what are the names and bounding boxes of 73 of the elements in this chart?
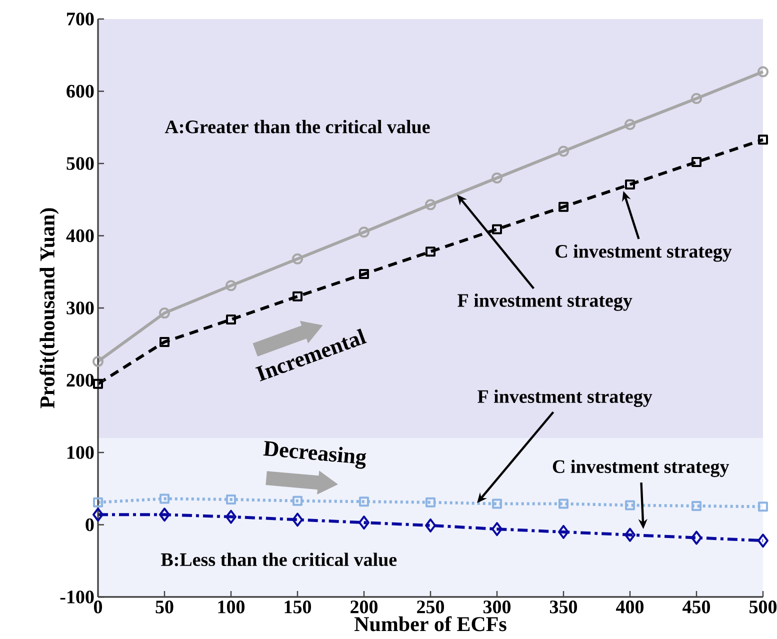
x-tick-label: 300 bbox=[483, 600, 511, 614]
y-tick-label: 600 bbox=[66, 84, 94, 98]
point bbox=[624, 179, 635, 190]
point bbox=[758, 502, 768, 512]
point bbox=[93, 378, 104, 389]
point bbox=[92, 356, 104, 367]
point bbox=[624, 528, 636, 542]
point bbox=[292, 512, 303, 527]
y-tick-label: 200 bbox=[66, 374, 94, 387]
point bbox=[359, 496, 369, 507]
y-tick-label: 100 bbox=[67, 446, 94, 459]
point bbox=[226, 280, 237, 292]
point bbox=[757, 534, 768, 548]
point bbox=[358, 516, 370, 530]
y-tick-label: 400 bbox=[66, 229, 94, 242]
point bbox=[160, 336, 170, 347]
point bbox=[226, 510, 237, 524]
annotation: F investment strategy bbox=[478, 390, 652, 407]
point bbox=[359, 269, 369, 280]
x-tick-label: 450 bbox=[682, 600, 710, 614]
x-tick-label: 350 bbox=[550, 600, 578, 614]
y-tick-label: 0 bbox=[86, 518, 94, 532]
point bbox=[159, 508, 170, 522]
point bbox=[558, 202, 568, 212]
x-tick-label: 150 bbox=[284, 600, 312, 614]
y-tick-label: 300 bbox=[66, 302, 94, 314]
point bbox=[690, 92, 702, 104]
point bbox=[292, 291, 302, 302]
x-tick-label: 500 bbox=[749, 600, 777, 614]
annotation: Decreasing bbox=[263, 441, 366, 469]
point bbox=[425, 497, 436, 508]
point bbox=[757, 66, 768, 78]
x-axis-title: Number of ECFs bbox=[354, 616, 506, 632]
point bbox=[691, 157, 702, 168]
x-tick-label: 200 bbox=[350, 600, 378, 614]
point bbox=[292, 253, 303, 264]
point bbox=[624, 500, 635, 510]
x-tick-label: 400 bbox=[616, 600, 644, 614]
annotation: A:Greater than the critical value bbox=[164, 120, 430, 134]
point bbox=[491, 172, 502, 184]
x-tick-label: 250 bbox=[417, 600, 444, 614]
x-tick-label: 50 bbox=[156, 600, 174, 614]
point bbox=[93, 497, 104, 508]
point bbox=[558, 524, 569, 539]
point bbox=[226, 314, 236, 325]
annotation: B:Less than the critical value bbox=[160, 552, 397, 566]
point bbox=[292, 496, 302, 506]
point bbox=[492, 498, 502, 509]
point bbox=[159, 308, 170, 319]
point bbox=[690, 530, 702, 545]
point bbox=[425, 246, 436, 257]
point bbox=[425, 518, 436, 532]
y-axis-title: Profit(thousand Yuan) bbox=[40, 208, 59, 408]
point bbox=[624, 118, 636, 130]
point bbox=[92, 508, 104, 522]
point bbox=[691, 500, 702, 511]
point bbox=[226, 494, 236, 504]
annotation: C investment strategy bbox=[552, 460, 730, 478]
y-tick-label: 700 bbox=[67, 12, 94, 26]
point bbox=[758, 134, 768, 145]
point bbox=[558, 498, 568, 509]
annotation: F investment strategy bbox=[458, 294, 632, 311]
annotation: C investment strategy bbox=[556, 244, 732, 262]
point bbox=[358, 226, 370, 238]
x-tick-label: 100 bbox=[218, 600, 245, 614]
point bbox=[425, 199, 436, 210]
x-tick-label: 0 bbox=[94, 600, 102, 614]
point bbox=[491, 522, 502, 536]
point bbox=[492, 224, 502, 234]
point bbox=[558, 146, 569, 157]
y-tick-label: 500 bbox=[66, 157, 94, 170]
point bbox=[160, 494, 170, 504]
y-tick-label: -100 bbox=[60, 590, 94, 604]
